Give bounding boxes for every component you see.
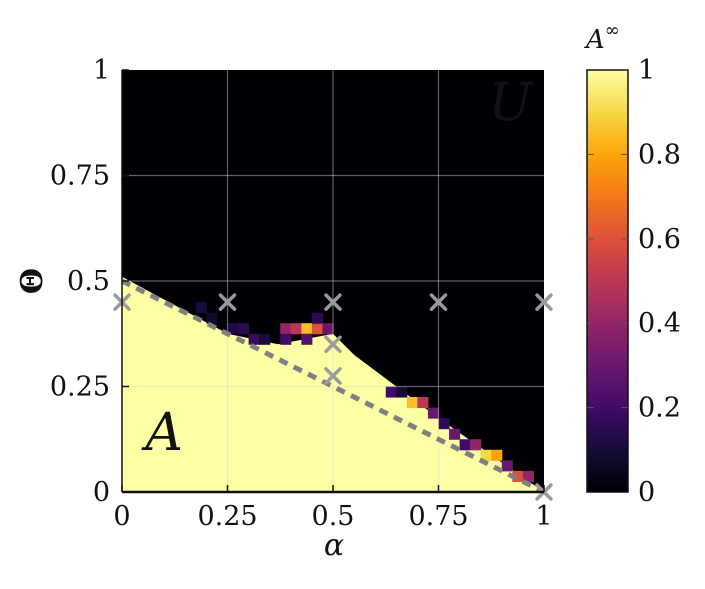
heatmap-cell (280, 323, 292, 335)
colorbar-tick-label: 0.4 (638, 308, 681, 339)
x-tick-label: 0 (113, 501, 130, 532)
y-tick-label: 0.5 (67, 266, 110, 297)
x-tick-label: 0.5 (312, 501, 355, 532)
heatmap-cell (280, 333, 292, 345)
x-tick-label: 1 (535, 501, 552, 532)
colorbar-title-base: A (584, 25, 605, 55)
heatmap-cell (512, 470, 524, 482)
region-label-u: U (488, 74, 534, 134)
heatmap-cell (311, 323, 323, 335)
colorbar-tick-label: 0.8 (638, 139, 681, 170)
colorbar-title: A∞ (584, 20, 620, 55)
heatmap-cell (438, 418, 450, 430)
x-tick-label: 0.25 (197, 501, 257, 532)
heatmap-cell (195, 302, 207, 314)
y-tick-label: 0.25 (50, 372, 110, 403)
heatmap-cell (449, 428, 461, 440)
colorbar-tick-label: 0.2 (638, 393, 681, 424)
heatmap-cell (248, 333, 260, 345)
cross-marker (535, 293, 553, 311)
heatmap-cell (301, 333, 313, 345)
heatmap-cell (290, 323, 302, 335)
cross-marker (324, 335, 342, 354)
region-label-a: A (141, 403, 183, 463)
cross-marker (324, 367, 342, 385)
heatmap-cell (322, 323, 334, 335)
heatmap-cell (406, 397, 418, 409)
heatmap-cell (480, 449, 492, 461)
heatmap-cell (522, 470, 534, 482)
heatmap-cell (385, 386, 397, 398)
cross-marker (218, 293, 237, 311)
y-axis-label: Θ (15, 268, 50, 294)
heatmap-cell (459, 439, 471, 451)
colorbar: 0 0.2 0.4 0.6 0.8 1 A∞ (584, 20, 681, 508)
heatmap-cell (301, 323, 313, 335)
cross-marker (429, 293, 448, 311)
heatmap-cell (417, 397, 429, 409)
x-axis-label: α (324, 528, 344, 563)
heatmap-cell (427, 407, 439, 419)
plot-area: UA (113, 70, 553, 501)
grid-lines (122, 70, 544, 492)
heatmap-cell (238, 323, 250, 335)
y-tick-label: 1 (93, 55, 110, 86)
x-tick-label: 0.75 (408, 501, 468, 532)
y-tick-label: 0 (93, 477, 110, 508)
heatmap-cell (227, 323, 239, 335)
heatmap-cell (311, 312, 323, 324)
heatmap-cell (396, 386, 408, 398)
heatmap-cell (470, 439, 482, 451)
colorbar-title-superscript: ∞ (605, 20, 620, 41)
cross-marker (324, 293, 342, 311)
heatmap-cell (501, 460, 513, 472)
heatmap-cell (491, 449, 503, 461)
colorbar-tick-label: 0.6 (638, 224, 681, 255)
colorbar-tick-label: 1 (638, 55, 655, 86)
y-tick-label: 0.75 (50, 161, 110, 192)
colorbar-gradient (586, 69, 629, 493)
colorbar-tick-label: 0 (638, 477, 655, 508)
heatmap-cell (259, 333, 271, 345)
heatmap-cell (206, 312, 218, 324)
